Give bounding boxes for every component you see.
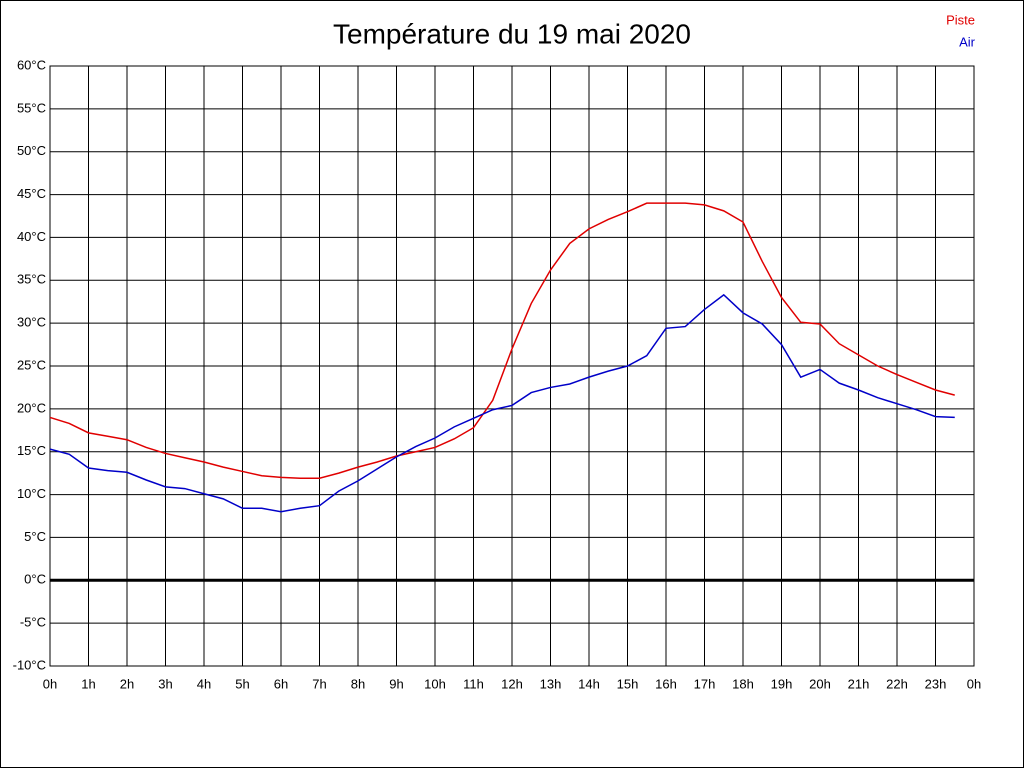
y-tick-label: 60°C [17,57,46,72]
y-tick-label: 0°C [24,572,46,587]
y-tick-label: 20°C [17,400,46,415]
x-tick-label: 1h [81,676,95,691]
x-tick-label: 14h [578,676,600,691]
y-tick-label: 40°C [17,229,46,244]
y-tick-label: 45°C [17,186,46,201]
x-tick-label: 9h [389,676,403,691]
x-tick-label: 7h [312,676,326,691]
series-line [49,293,955,513]
y-tick-label: 5°C [24,529,46,544]
x-tick-label: 8h [351,676,365,691]
legend-entry: Air [959,34,976,49]
x-tick-label: 10h [424,676,446,691]
x-tick-label: 6h [274,676,288,691]
y-tick-label: 15°C [17,443,46,458]
x-tick-label: 13h [540,676,562,691]
y-tick-label: -5°C [20,615,46,630]
x-tick-label: 22h [886,676,908,691]
x-tick-label: 16h [655,676,677,691]
legend-entry: Piste [946,12,975,27]
x-tick-label: 0h [43,676,57,691]
y-tick-label: 10°C [17,486,46,501]
x-tick-label: 5h [235,676,249,691]
x-tick-label: 17h [694,676,716,691]
y-tick-label: 30°C [17,315,46,330]
x-tick-label: 0h [967,676,981,691]
x-tick-label: 18h [732,676,754,691]
y-tick-label: 25°C [17,357,46,372]
x-tick-label: 4h [197,676,211,691]
x-tick-label: 11h [463,676,484,691]
chart-title: Température du 19 mai 2020 [333,18,691,49]
x-tick-label: 20h [809,676,831,691]
x-tick-label: 23h [925,676,947,691]
x-tick-label: 12h [501,676,523,691]
x-tick-label: 15h [617,676,639,691]
series-line [49,202,955,480]
y-tick-label: 35°C [17,272,46,287]
y-tick-label: 50°C [17,143,46,158]
x-tick-label: 21h [848,676,870,691]
y-tick-label: 55°C [17,100,46,115]
y-tick-label: -10°C [13,657,46,672]
x-tick-label: 3h [158,676,172,691]
x-tick-label: 19h [771,676,793,691]
x-tick-label: 2h [120,676,134,691]
